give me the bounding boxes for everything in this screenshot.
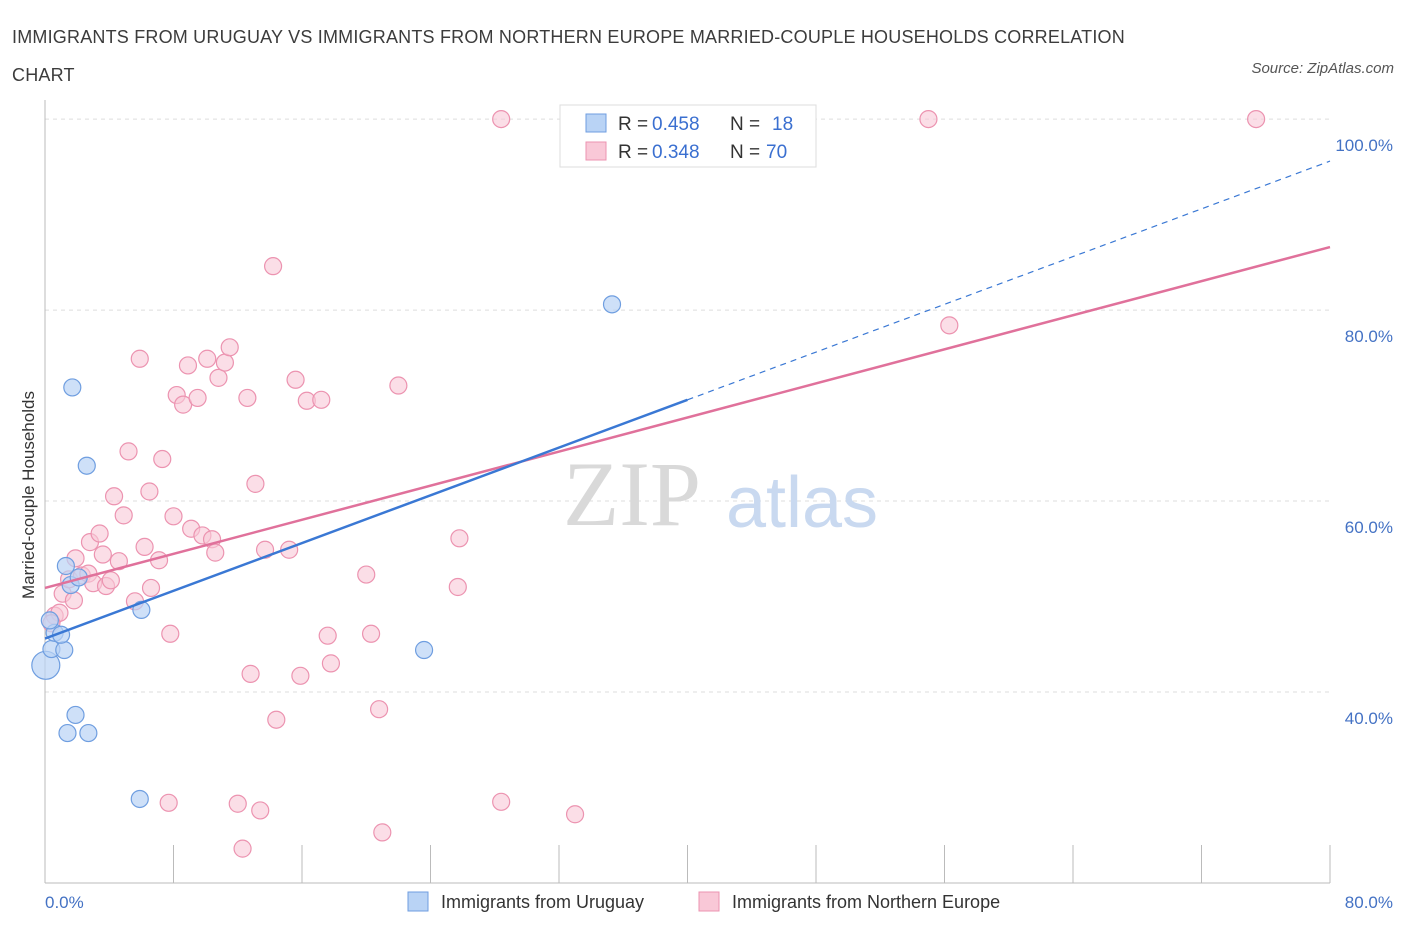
legend-n-value-2: 70	[766, 142, 787, 163]
series-uruguay-points	[31, 295, 622, 809]
data-point-northern-europe	[357, 565, 376, 584]
data-point-northern-europe	[321, 654, 341, 673]
data-point-uruguay	[63, 378, 82, 397]
data-point-northern-europe	[291, 666, 310, 685]
data-point-northern-europe	[220, 338, 239, 357]
data-point-northern-europe	[104, 487, 124, 506]
data-point-northern-europe	[141, 578, 161, 598]
y-tick-label: 40.0%	[1345, 709, 1393, 728]
axes	[44, 100, 1331, 884]
legend-box: R = 0.458 N = 18 R = 0.348 N = 70	[559, 104, 817, 168]
data-point-northern-europe	[263, 257, 283, 276]
data-point-northern-europe	[312, 390, 331, 409]
legend-swatch-uruguay	[585, 113, 607, 133]
bottom-legend: Immigrants from Uruguay Immigrants from …	[407, 891, 1000, 912]
tick-labels: 40.0% 60.0% 80.0% 100.0% 0.0% 80.0%	[45, 136, 1393, 912]
x-tick-label-min: 0.0%	[45, 893, 84, 912]
legend-n-label-1: N =	[730, 114, 760, 135]
data-point-northern-europe	[389, 376, 408, 395]
data-point-uruguay	[55, 640, 74, 660]
data-point-northern-europe	[109, 552, 128, 571]
data-point-northern-europe	[161, 624, 180, 643]
data-point-uruguay	[414, 640, 434, 660]
legend-r-value-2: 0.348	[652, 142, 700, 163]
data-point-northern-europe	[450, 529, 469, 548]
data-point-uruguay	[56, 556, 75, 576]
y-tick-label: 80.0%	[1345, 327, 1393, 346]
data-point-uruguay	[58, 723, 77, 743]
y-axis-label: Married-couple Households	[19, 391, 38, 599]
data-point-northern-europe	[101, 571, 120, 590]
data-point-northern-europe	[209, 368, 228, 387]
data-point-northern-europe	[188, 388, 207, 408]
data-point-uruguay	[79, 723, 98, 743]
legend-n-value-1: 18	[772, 114, 793, 135]
data-point-northern-europe	[246, 474, 265, 493]
data-point-northern-europe	[238, 388, 257, 408]
data-point-northern-europe	[153, 449, 172, 469]
legend-swatch-northern-europe	[585, 141, 607, 161]
data-point-northern-europe	[119, 442, 138, 461]
y-tick-label: 100.0%	[1335, 136, 1393, 155]
data-point-northern-europe	[198, 349, 217, 368]
data-point-northern-europe	[267, 710, 286, 729]
trend-line-uruguay	[44, 398, 688, 640]
gridlines	[45, 118, 1330, 693]
legend-r-label-1: R =	[618, 114, 648, 135]
data-point-uruguay	[77, 456, 96, 475]
source-label: Source: ZipAtlas.com	[1251, 60, 1394, 77]
data-point-uruguay	[130, 789, 149, 809]
data-point-northern-europe	[206, 543, 225, 562]
watermark-atlas: atlas	[726, 463, 878, 543]
trend-line-uruguay-extension	[687, 160, 1331, 401]
data-point-northern-europe	[215, 353, 234, 372]
data-point-northern-europe	[492, 109, 511, 129]
data-point-northern-europe	[114, 506, 133, 525]
data-point-northern-europe	[492, 792, 511, 811]
data-point-northern-europe	[241, 664, 260, 683]
data-point-uruguay	[602, 295, 622, 314]
data-point-northern-europe	[251, 801, 270, 820]
legend-r-label-2: R =	[618, 142, 648, 163]
data-point-northern-europe	[159, 793, 178, 812]
x-tick-label-max: 80.0%	[1345, 893, 1393, 912]
data-point-northern-europe	[318, 626, 337, 645]
data-point-uruguay	[40, 611, 59, 630]
data-point-northern-europe	[90, 524, 109, 543]
data-point-northern-europe	[940, 316, 959, 335]
data-point-northern-europe	[228, 794, 247, 813]
legend-n-label-2: N =	[730, 142, 760, 163]
chart-title: IMMIGRANTS FROM URUGUAY VS IMMIGRANTS FR…	[12, 27, 1125, 85]
watermark-zip: ZIP	[563, 443, 701, 545]
data-point-uruguay	[66, 705, 85, 725]
bottom-legend-label-northern-europe: Immigrants from Northern Europe	[732, 892, 1000, 912]
data-point-northern-europe	[373, 823, 392, 842]
data-point-northern-europe	[64, 591, 84, 610]
trend-lines	[44, 160, 1331, 640]
data-point-northern-europe	[370, 700, 389, 719]
y-tick-label: 60.0%	[1345, 518, 1393, 537]
data-point-northern-europe	[178, 356, 198, 375]
data-point-northern-europe	[448, 577, 467, 597]
data-point-northern-europe	[361, 624, 381, 643]
data-point-northern-europe	[919, 109, 938, 129]
data-point-northern-europe	[130, 349, 149, 368]
data-point-northern-europe	[140, 482, 159, 501]
data-point-northern-europe	[1247, 109, 1266, 129]
bottom-legend-label-uruguay: Immigrants from Uruguay	[441, 892, 644, 912]
watermark: ZIP atlas	[563, 443, 878, 545]
bottom-legend-swatch-northern-europe	[698, 891, 720, 912]
data-point-northern-europe	[135, 537, 154, 556]
legend-r-value-1: 0.458	[652, 114, 700, 135]
data-point-northern-europe	[233, 839, 252, 858]
data-point-northern-europe	[164, 507, 183, 526]
bottom-legend-swatch-uruguay	[407, 891, 429, 912]
trend-line-northern-europe	[44, 245, 1331, 590]
data-point-northern-europe	[93, 545, 112, 564]
data-point-northern-europe	[286, 370, 305, 389]
series-northern-europe-points	[42, 109, 1266, 858]
data-point-northern-europe	[565, 805, 585, 824]
